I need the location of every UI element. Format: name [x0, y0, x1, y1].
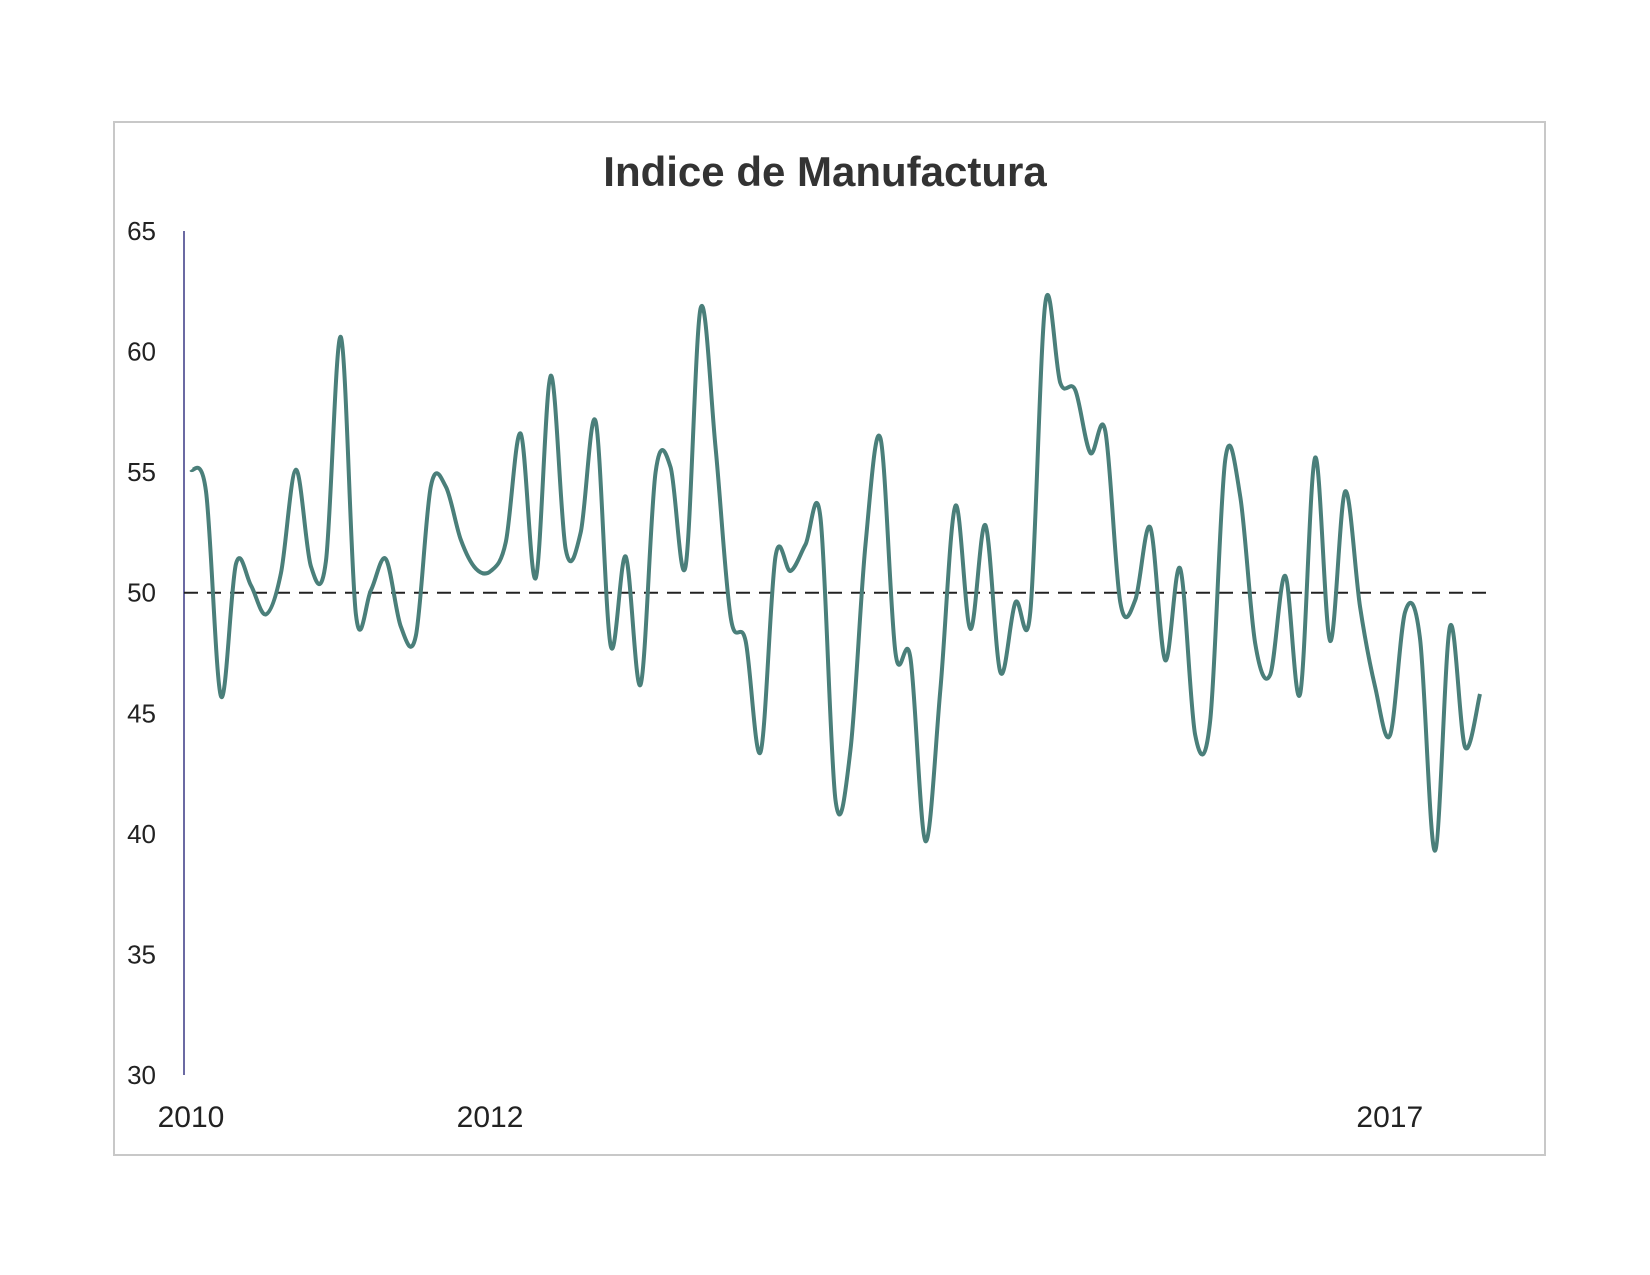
series-line: [189, 292, 1482, 853]
y-tick-label: 40: [127, 819, 156, 849]
x-tick-labels: 2010 2012 2017: [158, 1101, 1424, 1134]
series-group: [189, 292, 1482, 853]
y-tick-label: 60: [127, 337, 156, 367]
y-tick-label: 65: [127, 216, 156, 246]
y-tick-label: 30: [127, 1060, 156, 1090]
y-tick-label: 50: [127, 578, 156, 608]
y-tick-label: 35: [127, 939, 156, 969]
x-tick-label: 2010: [158, 1101, 225, 1134]
x-tick-label: 2017: [1356, 1101, 1423, 1134]
y-tick-label: 55: [127, 457, 156, 487]
x-tick-label: 2012: [457, 1101, 524, 1134]
chart-title: Indice de Manufactura: [603, 148, 1047, 195]
y-tick-labels: 65 60 55 50 45 40 35 30: [127, 216, 156, 1090]
chart-frame: [113, 121, 1546, 1156]
y-tick-label: 45: [127, 698, 156, 728]
